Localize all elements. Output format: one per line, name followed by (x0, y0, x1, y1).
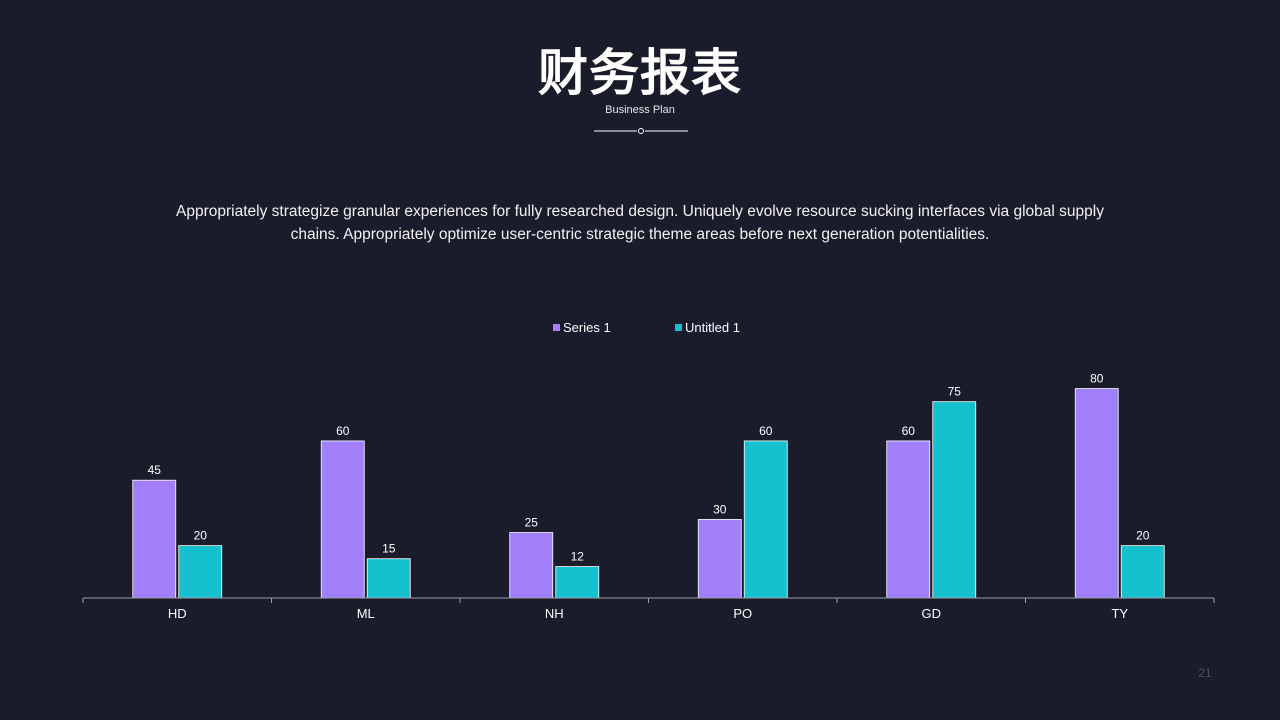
data-label-gd-series-2: 75 (948, 385, 962, 399)
bar-gd-series-2 (932, 401, 977, 599)
bar-po-series-1 (697, 519, 742, 599)
bar-gd-series-1 (886, 440, 931, 599)
x-tick-label-po: PO (733, 606, 752, 621)
x-tick-label-hd: HD (168, 606, 187, 621)
data-label-nh-series-1: 25 (525, 516, 539, 530)
data-label-po-series-2: 60 (759, 424, 773, 438)
data-label-nh-series-2: 12 (571, 550, 585, 564)
title-divider (594, 128, 688, 134)
slide-title: 财务报表 (538, 44, 742, 102)
data-label-po-series-1: 30 (713, 502, 727, 516)
legend-swatch-1 (553, 324, 560, 331)
legend-swatch-2 (675, 324, 682, 331)
bar-ml-series-1 (320, 440, 365, 599)
page-number: 21 (1198, 666, 1212, 680)
data-label-ml-series-2: 15 (382, 542, 396, 556)
x-tick-label-ml: ML (357, 606, 375, 621)
data-label-hd-series-2: 20 (194, 529, 208, 543)
x-tick-label-gd: GD (922, 606, 942, 621)
x-tick-label-nh: NH (545, 606, 564, 621)
x-tick-label-ty: TY (1111, 606, 1128, 621)
data-label-ty-series-2: 20 (1136, 529, 1150, 543)
data-label-ty-series-1: 80 (1090, 372, 1104, 386)
bar-ty-series-2 (1120, 545, 1165, 599)
data-label-hd-series-1: 45 (148, 463, 162, 477)
bar-nh-series-2 (555, 566, 600, 599)
bar-po-series-2 (743, 440, 788, 599)
description-paragraph: Appropriately strategize granular experi… (176, 203, 1104, 243)
legend-label-1: Series 1 (563, 320, 611, 335)
bar-hd-series-1 (132, 479, 177, 599)
data-label-gd-series-1: 60 (902, 424, 916, 438)
bar-chart: Series 1 Untitled 1 45 20 HD 60 15 ML 25 12 NH 30 60… (82, 320, 1215, 621)
legend-label-2: Untitled 1 (685, 320, 740, 335)
slide-subtitle: Business Plan (605, 104, 675, 116)
bar-hd-series-2 (178, 545, 223, 599)
bar-nh-series-1 (509, 532, 554, 599)
data-label-ml-series-1: 60 (336, 424, 350, 438)
bar-ml-series-2 (366, 558, 411, 599)
bar-ty-series-1 (1074, 388, 1119, 599)
